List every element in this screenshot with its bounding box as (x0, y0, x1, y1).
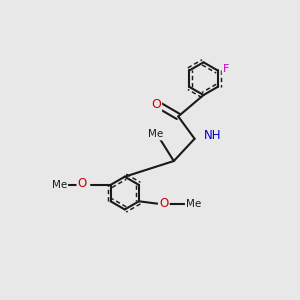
Text: NH: NH (204, 129, 222, 142)
Text: F: F (223, 64, 229, 74)
Text: Me: Me (186, 199, 201, 209)
Text: Me: Me (148, 129, 164, 139)
Text: O: O (78, 177, 87, 190)
Text: Me: Me (52, 180, 67, 190)
Text: O: O (159, 197, 169, 210)
Text: O: O (151, 98, 161, 111)
